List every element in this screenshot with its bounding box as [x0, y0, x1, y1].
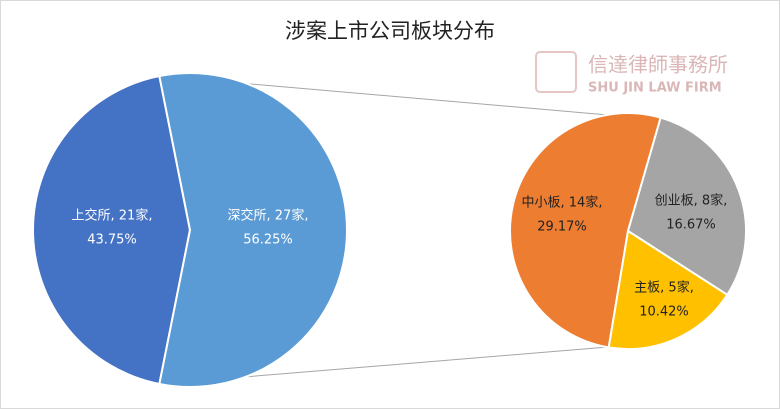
pie-slice — [626, 116, 747, 297]
data-label: 56.25% — [243, 233, 293, 248]
data-label: 43.75% — [87, 233, 137, 248]
chart-title: 涉案上市公司板块分布 — [285, 19, 495, 43]
watermark-logo — [535, 51, 577, 93]
pie-slice — [158, 72, 349, 388]
watermark: 信達律師事務所 SHU JIN LAW FIRM — [535, 51, 728, 96]
data-label: 16.67% — [666, 218, 716, 233]
pie-slice — [509, 112, 662, 349]
data-label: 深交所, 27家, — [228, 208, 309, 224]
data-label: 创业板, 8家, — [655, 193, 728, 209]
data-label: 主板, 5家, — [634, 280, 694, 296]
watermark-subtext: SHU JIN LAW FIRM — [588, 81, 722, 96]
pie-slice — [607, 229, 729, 350]
data-label: 中小板, 14家, — [522, 195, 603, 211]
data-label: 上交所, 21家, — [72, 208, 153, 224]
pie-slice — [32, 74, 192, 386]
watermark-text: 信達律師事務所 — [588, 53, 728, 77]
data-label: 29.17% — [537, 220, 587, 235]
data-label: 10.42% — [639, 305, 689, 320]
